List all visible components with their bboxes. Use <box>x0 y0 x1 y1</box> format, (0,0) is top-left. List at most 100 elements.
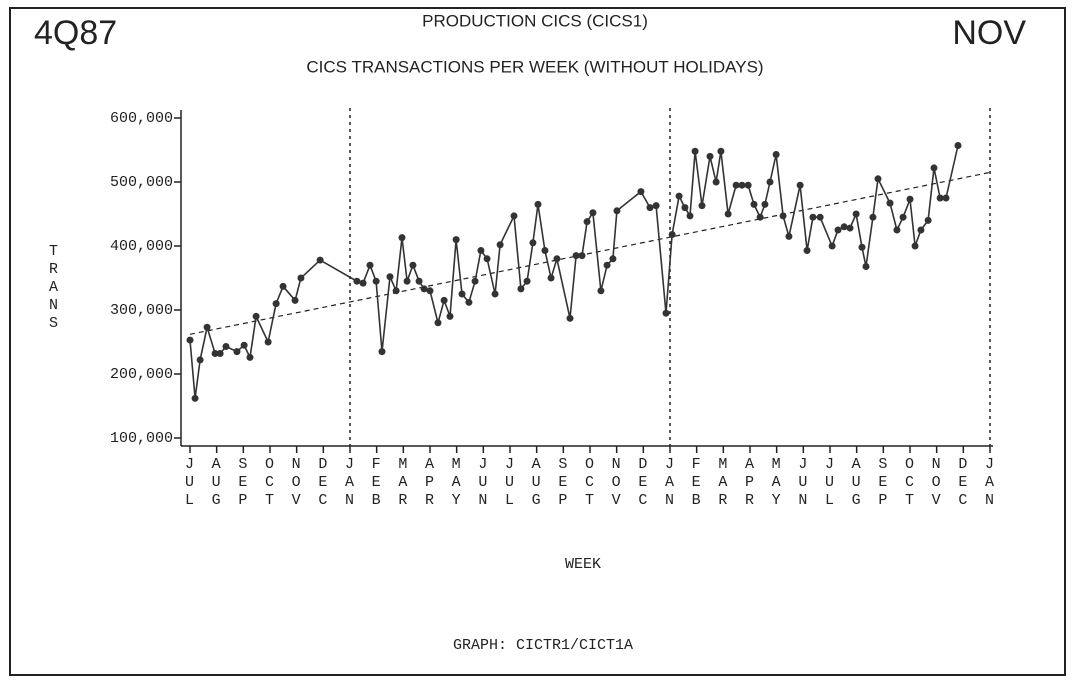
data-point <box>496 241 504 249</box>
x-tick-label: MAY <box>448 456 465 510</box>
data-point <box>911 242 919 250</box>
data-point <box>483 255 491 263</box>
data-point <box>578 252 586 260</box>
data-point <box>750 200 758 208</box>
y-axis-label: TRANS <box>45 243 62 333</box>
x-tick-label: DEC <box>954 456 971 510</box>
data-point <box>675 192 683 200</box>
data-point <box>446 312 454 320</box>
data-point <box>216 350 224 358</box>
data-point <box>906 195 914 203</box>
data-point <box>706 152 714 160</box>
data-point <box>359 279 367 287</box>
data-point <box>398 234 406 242</box>
x-tick-label: JUL <box>821 456 838 510</box>
data-point <box>942 194 950 202</box>
data-point <box>796 181 804 189</box>
data-point <box>816 213 824 221</box>
chart-title: PRODUCTION CICS (CICS1) <box>422 11 648 30</box>
corner-right: NOV <box>952 14 1026 52</box>
x-tick-label: MAR <box>714 456 731 510</box>
data-point <box>834 226 842 234</box>
data-point <box>809 213 817 221</box>
data-point <box>523 277 531 285</box>
data-point <box>240 341 248 349</box>
data-point <box>609 255 617 263</box>
data-point <box>409 261 417 269</box>
data-point <box>761 200 769 208</box>
x-tick-label: FEB <box>688 456 705 510</box>
x-tick-label: APR <box>741 456 758 510</box>
data-point <box>452 236 460 244</box>
data-point <box>372 277 380 285</box>
y-tick-label: 300,000 <box>110 302 173 319</box>
footer: GRAPH: CICTR1/CICT1A <box>453 637 633 654</box>
y-tick-label: 600,000 <box>110 110 173 127</box>
data-point <box>893 226 901 234</box>
data-point <box>738 181 746 189</box>
data-point <box>954 142 962 150</box>
x-tick-label: MAR <box>394 456 411 510</box>
x-tick-label: JUL <box>181 456 198 510</box>
data-point <box>662 309 670 317</box>
y-tick-label: 500,000 <box>110 174 173 191</box>
data-point <box>852 210 860 218</box>
data-point <box>613 207 621 215</box>
data-point <box>874 175 882 183</box>
y-tick-label: 200,000 <box>110 366 173 383</box>
data-point <box>652 202 660 210</box>
data-point <box>566 314 574 322</box>
data-point <box>597 287 605 295</box>
data-point <box>272 300 280 308</box>
data-point <box>828 242 836 250</box>
data-point <box>491 290 499 298</box>
data-point <box>744 181 752 189</box>
data-point <box>766 178 774 186</box>
data-point <box>846 224 854 232</box>
data-point <box>252 312 260 320</box>
data-point <box>681 204 689 212</box>
frame <box>9 7 1066 676</box>
data-point <box>196 356 204 364</box>
data-point <box>785 232 793 240</box>
x-tick-label: JUN <box>474 456 491 510</box>
data-line <box>189 145 959 399</box>
data-point <box>534 200 542 208</box>
data-point <box>691 147 699 155</box>
data-point <box>646 204 654 212</box>
chart-subtitle: CICS TRANSACTIONS PER WEEK (WITHOUT HOLI… <box>306 57 763 76</box>
data-point <box>529 239 537 247</box>
data-point <box>458 290 466 298</box>
data-point <box>840 223 848 231</box>
data-point <box>297 274 305 282</box>
data-point <box>386 273 394 281</box>
data-point <box>862 262 870 270</box>
x-tick-label: MAY <box>768 456 785 510</box>
data-point <box>858 243 866 251</box>
data-point <box>572 252 580 260</box>
data-point <box>403 277 411 285</box>
x-tick-label: JAN <box>341 456 358 510</box>
data-point <box>686 212 694 220</box>
data-point <box>233 348 241 356</box>
x-tick-label: DEC <box>634 456 651 510</box>
data-point <box>366 261 374 269</box>
x-tick-label: DEC <box>314 456 331 510</box>
data-point <box>264 338 272 346</box>
x-tick-label: NOV <box>608 456 625 510</box>
data-point <box>510 212 518 220</box>
x-tick-label: AUG <box>208 456 225 510</box>
data-point <box>924 216 932 224</box>
data-point <box>779 212 787 220</box>
data-point <box>637 188 645 196</box>
trend-line <box>189 171 991 335</box>
x-tick-label: APR <box>421 456 438 510</box>
x-tick-label: FEB <box>368 456 385 510</box>
data-point <box>353 277 361 285</box>
data-point <box>440 296 448 304</box>
data-point <box>378 348 386 356</box>
data-point <box>698 202 706 210</box>
data-point <box>803 246 811 254</box>
data-point <box>477 246 485 254</box>
